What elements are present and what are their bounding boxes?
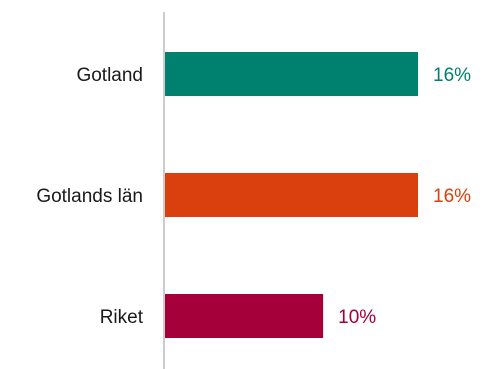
bars-group (165, 52, 418, 338)
value-labels-group: 16% 16% 10% (338, 65, 471, 328)
value-label-2: 16% (433, 186, 471, 207)
category-labels-group: Gotland Gotlands län Riket (36, 65, 143, 328)
bar-1 (165, 52, 418, 96)
bar-3 (165, 294, 324, 338)
category-label-3: Riket (100, 307, 144, 328)
value-label-1: 16% (433, 65, 471, 86)
category-label-2: Gotlands län (36, 186, 143, 207)
bar-2 (165, 173, 418, 217)
value-label-3: 10% (338, 307, 376, 328)
category-label-1: Gotland (76, 65, 143, 86)
